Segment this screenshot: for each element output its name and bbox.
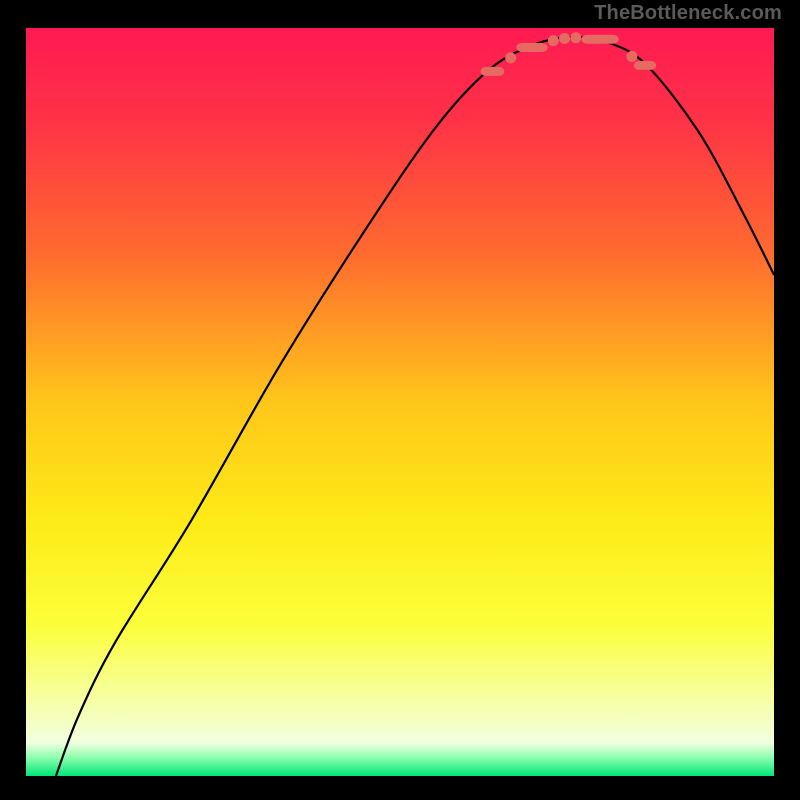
marker-dot — [505, 52, 516, 63]
marker-capsule — [516, 43, 547, 52]
marker-dot — [548, 35, 559, 46]
bottleneck-curve — [56, 37, 774, 776]
chart-frame: TheBottleneck.com — [0, 0, 800, 800]
marker-capsule — [634, 61, 656, 70]
plot-area — [26, 28, 774, 776]
attribution-text: TheBottleneck.com — [594, 2, 782, 25]
marker-dot — [559, 33, 570, 44]
marker-dot — [570, 32, 581, 43]
marker-capsule — [481, 67, 505, 76]
curve-overlay — [26, 28, 774, 776]
marker-dot — [626, 51, 637, 62]
marker-capsule — [582, 35, 619, 44]
curve-markers — [481, 32, 657, 76]
